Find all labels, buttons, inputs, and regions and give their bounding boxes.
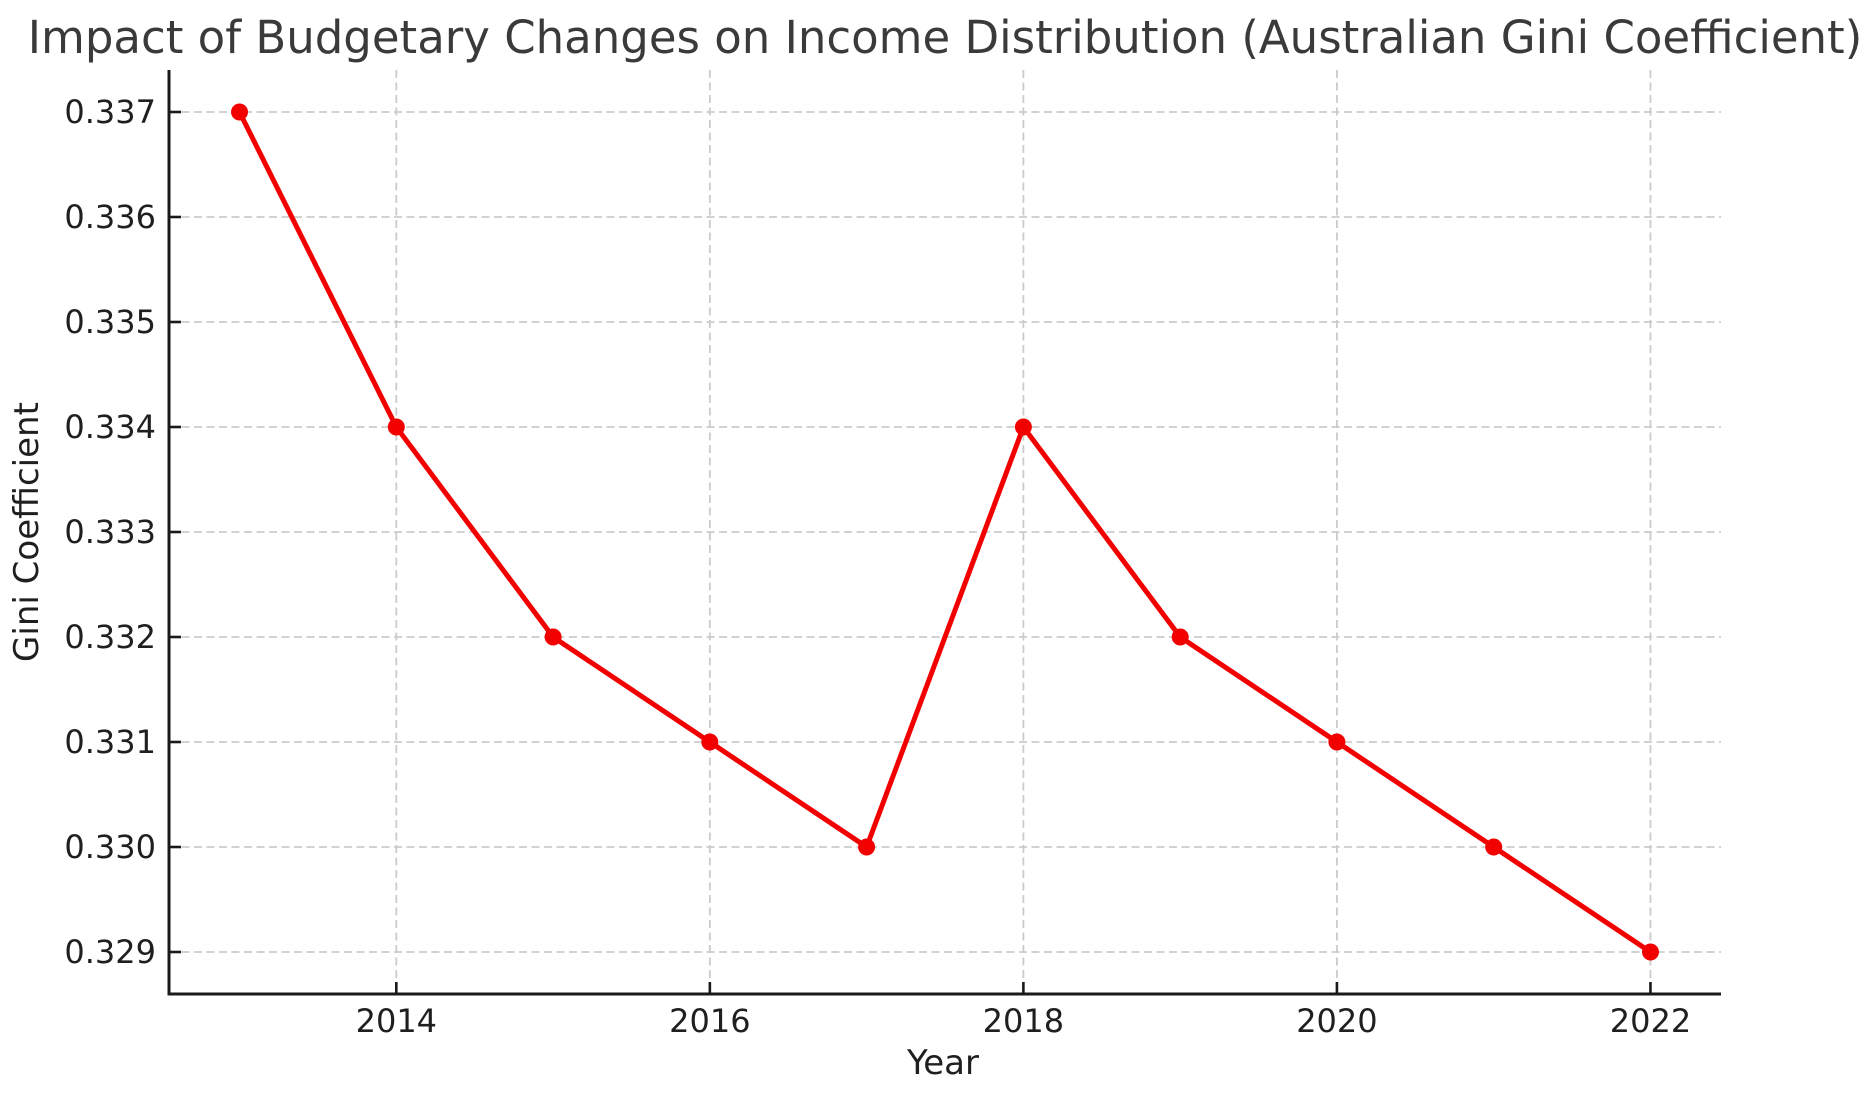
y-tick-label: 0.335 xyxy=(64,303,156,341)
x-gridlines xyxy=(395,70,1652,994)
y-tick-label: 0.336 xyxy=(64,198,156,236)
y-tick-label: 0.330 xyxy=(64,828,156,866)
data-point xyxy=(1328,733,1346,751)
data-point xyxy=(1642,943,1659,961)
data-point xyxy=(1485,838,1503,856)
y-tick-labels: 0.329 0.330 0.331 0.332 0.333 0.334 0.335 0.336… xyxy=(64,93,156,971)
y-tick-label: 0.334 xyxy=(64,408,156,446)
y-tick-label: 0.329 xyxy=(64,933,156,971)
y-tick-label: 0.332 xyxy=(64,618,156,656)
x-tick-label: 2016 xyxy=(669,1002,750,1040)
y-gridlines xyxy=(169,111,1721,953)
x-tick-label: 2014 xyxy=(356,1002,437,1040)
chart-title: Impact of Budgetary Changes on Income Di… xyxy=(28,11,1863,64)
data-point xyxy=(544,628,562,646)
y-axis-label: Gini Coefficient xyxy=(7,402,47,662)
y-tick-label: 0.337 xyxy=(64,93,156,131)
axis-tick-marks xyxy=(169,110,1652,994)
series-line xyxy=(237,109,1653,955)
y-tick-label: 0.331 xyxy=(64,723,156,761)
x-tick-label: 2022 xyxy=(1610,1002,1691,1040)
x-tick-labels: 2014 2016 2018 2020 2022 xyxy=(356,1002,1692,1040)
data-point xyxy=(701,733,719,751)
data-point xyxy=(858,838,876,856)
data-point xyxy=(1171,628,1189,646)
x-tick-label: 2020 xyxy=(1296,1002,1377,1040)
x-axis-label: Year xyxy=(906,1043,979,1083)
data-point xyxy=(1014,418,1032,436)
data-point-markers xyxy=(231,103,1659,961)
y-tick-label: 0.333 xyxy=(64,513,156,551)
data-point xyxy=(387,418,405,436)
data-point xyxy=(231,103,248,121)
x-tick-label: 2018 xyxy=(983,1002,1064,1040)
